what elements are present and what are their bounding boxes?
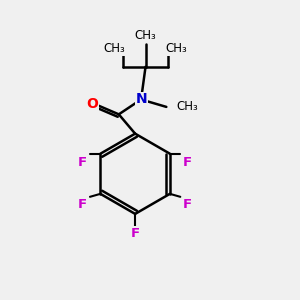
Text: CH₃: CH₃ (166, 42, 188, 56)
Text: F: F (130, 227, 140, 240)
Text: CH₃: CH₃ (177, 100, 199, 113)
Text: O: O (86, 97, 98, 111)
Text: CH₃: CH₃ (135, 29, 156, 42)
Text: F: F (183, 156, 192, 169)
Text: F: F (183, 198, 192, 211)
Text: CH₃: CH₃ (103, 42, 125, 56)
Text: F: F (78, 156, 87, 169)
Text: N: N (135, 92, 147, 106)
Text: F: F (78, 198, 87, 211)
